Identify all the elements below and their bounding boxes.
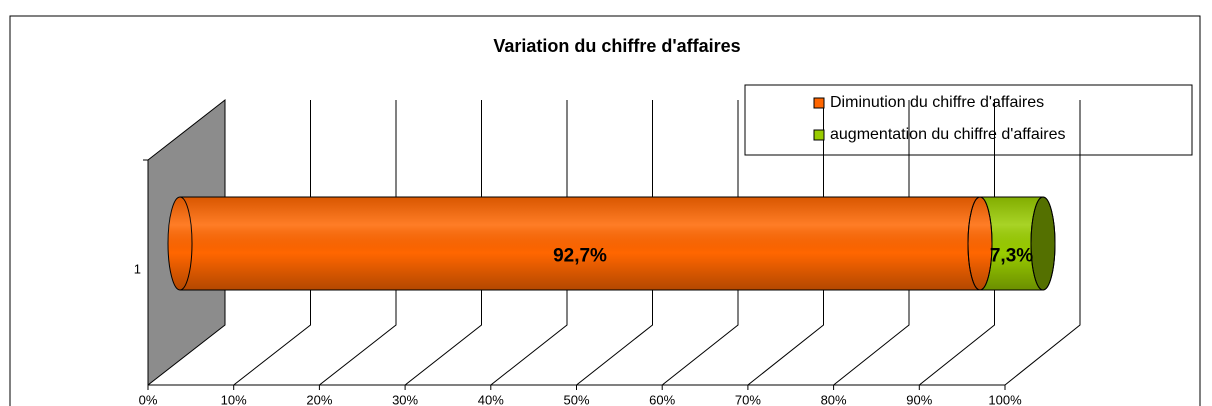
- x-tick-label: 70%: [735, 392, 761, 406]
- grid-line: [490, 100, 568, 386]
- x-tick-label: 100%: [988, 392, 1022, 406]
- data-label: 7,3%: [990, 246, 1033, 267]
- grid-line: [918, 100, 995, 386]
- x-tick-label: 10%: [221, 392, 247, 406]
- legend-label: augmentation du chiffre d'affaires: [830, 126, 1066, 143]
- grid-line: [747, 100, 824, 386]
- x-tick-label: 20%: [306, 392, 332, 406]
- grid-line: [576, 100, 653, 386]
- y-tick-label: 1: [134, 261, 141, 276]
- bar-cap-shade: [967, 196, 993, 291]
- x-tick-label: 50%: [563, 392, 589, 406]
- x-tick-label: 80%: [821, 392, 847, 406]
- x-tick-label: 90%: [906, 392, 932, 406]
- legend-label: Diminution du chiffre d'affaires: [830, 94, 1044, 111]
- x-tick-label: 0%: [139, 392, 158, 406]
- legend: [744, 84, 1193, 156]
- legend-swatch: [813, 129, 825, 141]
- grid-line: [404, 100, 482, 386]
- grid-line: [319, 100, 397, 386]
- data-label: 92,7%: [553, 246, 607, 267]
- x-tick-label: 30%: [392, 392, 418, 406]
- grid-line: [833, 100, 910, 386]
- legend-swatch: [813, 97, 825, 109]
- grid-line: [661, 100, 739, 386]
- x-tick-label: 60%: [649, 392, 675, 406]
- grid-line: [1004, 100, 1081, 386]
- bar-shading: [180, 197, 981, 290]
- bar-cap-shade: [1030, 196, 1056, 291]
- chart-title: Variation du chiffre d'affaires: [493, 36, 740, 56]
- grid-line: [233, 100, 311, 386]
- bar-start-shade: [168, 197, 192, 290]
- x-tick-label: 40%: [478, 392, 504, 406]
